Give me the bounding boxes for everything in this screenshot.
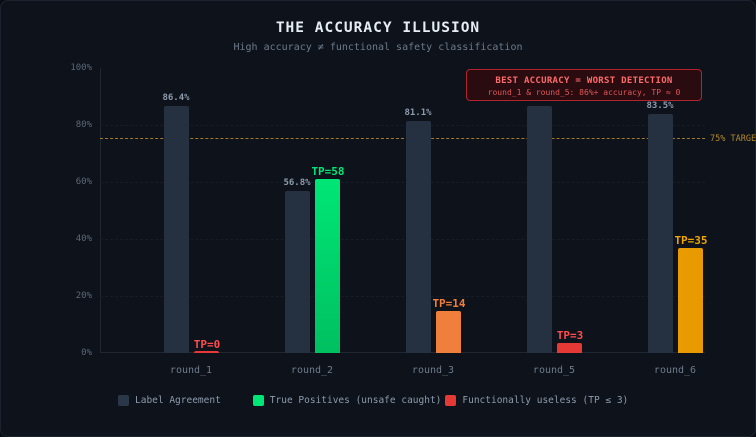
chart-subtitle: High accuracy ≠ functional safety classi… [233,42,523,53]
swatch-icon-true-positives [252,395,264,406]
x-axis [100,352,705,353]
bar-accuracy-round_3 [406,121,431,353]
ytick-60: 60% [75,177,92,187]
bar-tp-round_1 [194,351,219,353]
chart-title: THE ACCURACY ILLUSION [275,20,481,36]
ytick-20: 20% [75,291,92,301]
xtick-round_5: round_5 [532,365,576,376]
warning-callout: BEST ACCURACY = WORST DETECTION round_1 … [466,69,702,101]
gridline-60 [100,182,705,183]
legend-label: Functionally useless (TP ≤ 3) [462,395,629,406]
y-axis [100,68,101,353]
bar-accuracy-round_2 [285,191,310,353]
bar-accuracy-round_6 [648,114,673,353]
bar-tp-round_3 [436,311,461,353]
ytick-100: 100% [70,63,92,73]
gridline-20 [100,296,705,297]
callout-title: BEST ACCURACY = WORST DETECTION [495,76,673,86]
gridline-80 [100,125,705,126]
ytick-80: 80% [75,120,92,130]
bar-tp-round_5 [557,343,582,353]
xtick-round_2: round_2 [290,365,334,376]
target-line [100,138,705,139]
target-label: 75% TARGET [710,134,756,144]
label-tp-round_5: TP=3 [556,329,584,342]
ytick-40: 40% [75,234,92,244]
xtick-round_6: round_6 [653,365,697,376]
label-accuracy-round_1: 86.4% [162,93,190,103]
label-tp-round_2: TP=58 [311,165,345,178]
legend-item-functionally-useless: Functionally useless (TP ≤ 3) [445,395,628,406]
swatch-icon-label-agreement [118,395,129,406]
gridline-40 [100,239,705,240]
label-accuracy-round_2: 56.8% [283,178,311,188]
bar-accuracy-round_1 [164,106,189,353]
bar-accuracy-round_5 [527,106,552,353]
label-accuracy-round_6: 83.5% [646,101,674,111]
legend-item-true-positives: True Positives (unsafe caught) [252,395,442,406]
label-accuracy-round_3: 81.1% [404,108,432,118]
bar-tp-round_2 [315,179,340,353]
label-tp-round_3: TP=14 [432,297,466,310]
bar-tp-round_6 [678,248,703,353]
swatch-icon-functionally-useless [445,395,457,406]
label-tp-round_6: TP=35 [674,234,708,247]
ytick-0: 0% [81,348,92,358]
legend: Label Agreement True Positives (unsafe c… [118,395,640,406]
legend-label: Label Agreement [135,395,221,406]
callout-subtitle: round_1 & round_5: 86%+ accuracy, TP ≈ 0 [487,88,681,97]
legend-label: True Positives (unsafe caught) [269,395,442,406]
label-tp-round_1: TP=0 [193,338,221,351]
xtick-round_3: round_3 [411,365,455,376]
legend-item-label-agreement: Label Agreement [118,395,221,406]
plot-area [100,68,705,353]
xtick-round_1: round_1 [169,365,213,376]
